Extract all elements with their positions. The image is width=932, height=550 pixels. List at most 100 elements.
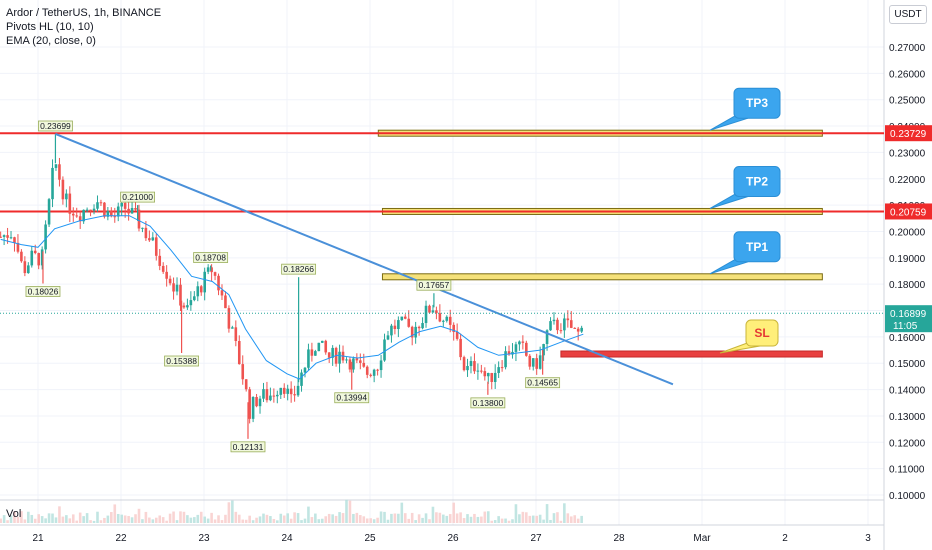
candle-body bbox=[393, 325, 397, 330]
candle-body bbox=[144, 227, 148, 239]
volume-bar bbox=[324, 516, 328, 523]
candle-body bbox=[110, 211, 113, 217]
candle-body bbox=[320, 340, 324, 343]
price-tick-label: 0.19000 bbox=[889, 254, 926, 265]
volume-bar bbox=[390, 513, 393, 523]
volume-bar bbox=[255, 517, 258, 523]
candle-body bbox=[493, 372, 497, 382]
volume-bar bbox=[251, 520, 255, 523]
candle-body bbox=[514, 344, 518, 352]
tp2-callout: TP2 bbox=[709, 165, 781, 209]
candle-body bbox=[438, 313, 442, 322]
tp1-callout: TP1 bbox=[709, 231, 781, 275]
candle-body bbox=[521, 341, 525, 343]
candle-body bbox=[376, 369, 379, 371]
pivot-label: 0.18026 bbox=[25, 286, 61, 297]
price-tick-label: 0.22000 bbox=[889, 175, 926, 186]
price-tag-text: 0.20759 bbox=[890, 207, 927, 218]
candle-body bbox=[542, 344, 545, 356]
time-tick-label: 27 bbox=[530, 533, 542, 544]
volume-bar bbox=[47, 513, 51, 523]
volume-bar bbox=[82, 516, 85, 523]
time-axis[interactable]: 21 22 23 24 25 26 27 28 Mar 2 3 bbox=[32, 533, 871, 544]
price-tick-label: 0.26000 bbox=[889, 69, 926, 80]
candle-body bbox=[310, 349, 314, 356]
ema-indicator-label[interactable]: EMA (20, close, 0) bbox=[6, 35, 96, 47]
volume-bar bbox=[116, 513, 120, 523]
candle-body bbox=[82, 209, 85, 222]
candle-body bbox=[538, 355, 542, 369]
volume-bar bbox=[217, 515, 220, 523]
volume-bar bbox=[89, 520, 92, 523]
candle-body bbox=[203, 271, 206, 293]
tp1-zone bbox=[381, 273, 823, 281]
volume-bar bbox=[424, 513, 428, 523]
candle-body bbox=[348, 359, 352, 370]
volume-bar bbox=[445, 515, 449, 523]
candle-body bbox=[179, 284, 182, 306]
volume-bar bbox=[372, 519, 376, 523]
volume-bar bbox=[386, 519, 390, 523]
volume-bar bbox=[2, 515, 6, 523]
price-tick-label: 0.14000 bbox=[889, 386, 926, 397]
candle-body bbox=[549, 321, 552, 331]
candle-body bbox=[303, 367, 307, 373]
volume-bar bbox=[244, 519, 248, 523]
candle-body bbox=[324, 340, 328, 353]
price-tick-label: 0.12000 bbox=[889, 438, 926, 449]
volume-bar bbox=[227, 502, 231, 523]
volume-bar bbox=[33, 518, 37, 523]
volume-bar bbox=[338, 512, 341, 523]
volume-bar bbox=[569, 516, 573, 523]
volume-bar bbox=[348, 500, 352, 523]
volume-label[interactable]: Vol bbox=[6, 508, 22, 520]
candle-body bbox=[210, 267, 213, 273]
volume-bar bbox=[504, 518, 507, 523]
candle-body bbox=[569, 320, 573, 328]
volume-bar bbox=[531, 515, 535, 523]
volume-bar bbox=[78, 512, 82, 523]
symbol-title[interactable]: Ardor / TetherUS, 1h, BINANCE bbox=[6, 7, 162, 19]
sl-zone bbox=[560, 350, 823, 358]
volume-bar bbox=[549, 519, 552, 523]
volume-bar bbox=[148, 517, 151, 523]
current-price-value: 0.16899 bbox=[890, 309, 927, 320]
volume-bar bbox=[165, 520, 168, 523]
price-tick-label: 0.20000 bbox=[889, 227, 926, 238]
price-axis[interactable]: 0.270000.260000.250000.240000.230000.220… bbox=[885, 43, 932, 502]
candle-body bbox=[559, 330, 563, 332]
candle-body bbox=[0, 236, 2, 238]
resistance-price-tag: 0.23729 bbox=[885, 125, 932, 142]
candle-body bbox=[20, 251, 23, 262]
candle-body bbox=[141, 227, 144, 229]
candle-body bbox=[189, 300, 193, 306]
candle-body bbox=[13, 237, 16, 243]
candle-body bbox=[428, 305, 431, 313]
volume-bar bbox=[307, 506, 310, 523]
pivot-label: 0.15388 bbox=[164, 355, 199, 367]
candle-body bbox=[483, 371, 487, 377]
price-tick-label: 0.23000 bbox=[889, 148, 926, 159]
pivot-value: 0.18026 bbox=[28, 286, 59, 296]
volume-bar bbox=[473, 513, 476, 523]
volume-bar bbox=[130, 517, 134, 523]
currency-button[interactable]: USDT bbox=[889, 5, 927, 24]
pivots-indicator-label[interactable]: Pivots HL (10, 10) bbox=[6, 21, 94, 33]
volume-bar bbox=[518, 514, 521, 523]
pivot-value: 0.23699 bbox=[40, 121, 71, 131]
candle-body bbox=[317, 342, 321, 352]
volume-bar bbox=[310, 517, 314, 523]
volume-bar bbox=[172, 511, 175, 523]
candle-body bbox=[120, 203, 123, 207]
volume-bar bbox=[573, 515, 577, 523]
candle-body bbox=[556, 319, 559, 331]
volume-bar bbox=[196, 514, 200, 523]
descending-trendline[interactable] bbox=[55, 133, 674, 386]
volume-bar bbox=[442, 514, 445, 523]
volume-bar bbox=[352, 513, 355, 523]
chart-legend: Ardor / TetherUS, 1h, BINANCE Pivots HL … bbox=[6, 6, 161, 48]
volume-bar bbox=[407, 518, 411, 523]
candle-body bbox=[40, 249, 44, 266]
candle-body bbox=[314, 351, 317, 356]
